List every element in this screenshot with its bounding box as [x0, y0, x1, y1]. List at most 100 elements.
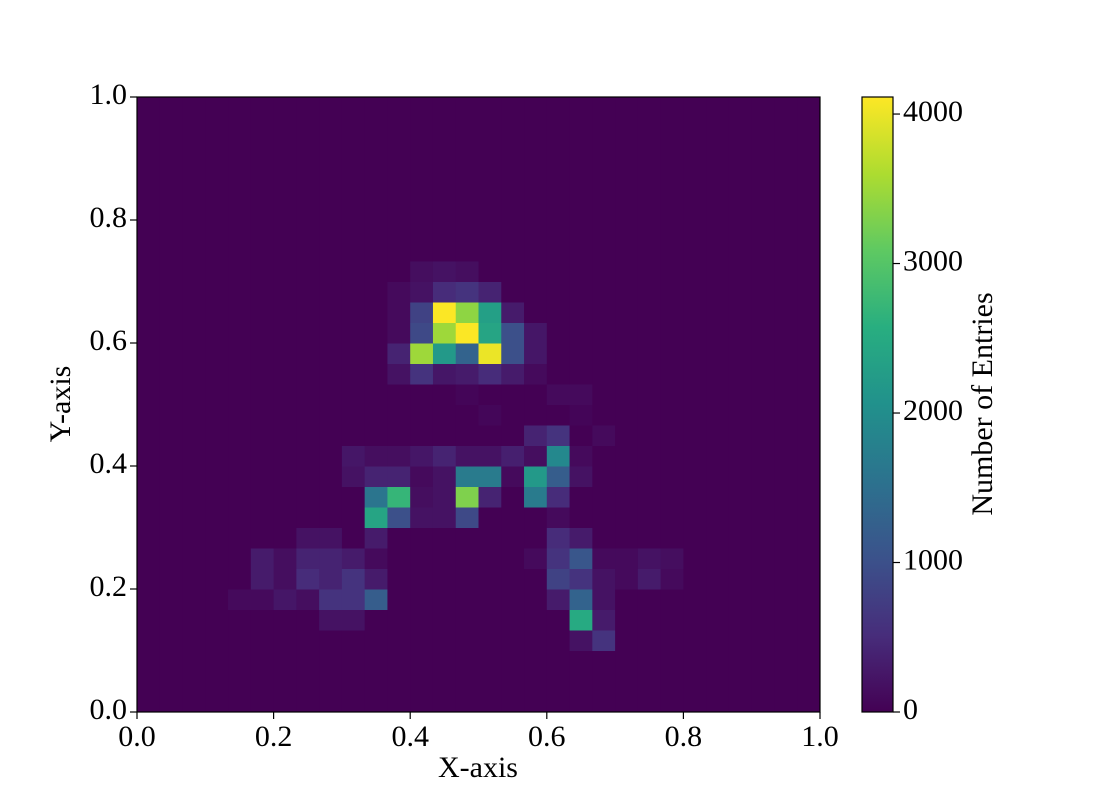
heatmap-cell	[410, 179, 434, 200]
heatmap-cell	[455, 548, 479, 569]
heatmap-cell	[410, 199, 434, 221]
heatmap-cell	[774, 240, 798, 262]
heatmap-cell	[615, 671, 639, 692]
colorbar	[861, 96, 894, 713]
heatmap-cell	[637, 138, 662, 159]
heatmap-cell	[137, 322, 161, 344]
heatmap-cell	[569, 220, 593, 241]
heatmap-cell	[387, 527, 411, 549]
heatmap-cell	[341, 261, 366, 282]
heatmap-cell	[637, 322, 662, 344]
heatmap-cell	[478, 548, 502, 569]
heatmap-cell	[228, 240, 252, 262]
heatmap-cell	[364, 691, 388, 713]
heatmap-cell	[706, 691, 730, 713]
heatmap-cell	[387, 384, 411, 405]
heatmap-cell	[524, 671, 548, 692]
heatmap-cell	[706, 97, 730, 118]
heatmap-cell	[751, 609, 775, 631]
heatmap-cell	[546, 650, 571, 672]
heatmap-cell	[182, 384, 206, 405]
heatmap-cell	[410, 404, 434, 426]
heatmap-cell	[159, 404, 184, 426]
heatmap-cell	[524, 548, 548, 569]
heatmap-cell	[501, 261, 525, 282]
heatmap-cell	[319, 158, 343, 180]
heatmap-cell	[387, 117, 411, 139]
heatmap-cell	[524, 466, 548, 487]
heatmap-cell	[137, 425, 161, 446]
heatmap-cell	[683, 158, 707, 180]
heatmap-cell	[250, 158, 275, 180]
heatmap-cell	[524, 179, 548, 200]
heatmap-cell	[751, 97, 775, 118]
heatmap-cell	[273, 343, 297, 364]
heatmap-cell	[250, 179, 275, 200]
heatmap-cell	[250, 199, 275, 221]
heatmap-cell	[592, 630, 616, 651]
heatmap-cell	[728, 630, 753, 651]
heatmap-cell	[637, 425, 662, 446]
heatmap-cell	[159, 158, 184, 180]
heatmap-cell	[774, 691, 798, 713]
heatmap-cell	[683, 384, 707, 405]
heatmap-cell	[637, 384, 662, 405]
heatmap-cell	[410, 240, 434, 262]
heatmap-cell	[273, 158, 297, 180]
heatmap-cell	[159, 630, 184, 651]
heatmap-cell	[797, 158, 821, 180]
heatmap-cell	[660, 302, 684, 323]
heatmap-cell	[524, 691, 548, 713]
heatmap-cell	[706, 568, 730, 590]
heatmap-cell	[524, 138, 548, 159]
heatmap-cell	[364, 630, 388, 651]
heatmap-cell	[432, 609, 457, 631]
heatmap-cell	[387, 691, 411, 713]
heatmap-cell	[364, 445, 388, 467]
heatmap-cell	[660, 261, 684, 282]
heatmap-cell	[524, 507, 548, 528]
heatmap-cell	[410, 261, 434, 282]
y-tick-label: 0.0	[90, 693, 128, 726]
heatmap-cell	[797, 589, 821, 610]
heatmap-cell	[410, 486, 434, 508]
heatmap-cell	[637, 117, 662, 139]
heatmap-cell	[592, 240, 616, 262]
heatmap-cell	[432, 589, 457, 610]
heatmap-cell	[410, 220, 434, 241]
heatmap-cell	[569, 281, 593, 303]
heatmap-cell	[637, 568, 662, 590]
heatmap-cell	[387, 609, 411, 631]
heatmap-cell	[319, 404, 343, 426]
heatmap-cell	[319, 691, 343, 713]
heatmap-cell	[205, 343, 229, 364]
heatmap-cell	[751, 650, 775, 672]
heatmap-cell	[387, 138, 411, 159]
heatmap-cell	[706, 445, 730, 467]
heatmap-cell	[546, 117, 571, 139]
heatmap-cell	[432, 404, 457, 426]
heatmap-cell	[159, 445, 184, 467]
heatmap-cell	[660, 466, 684, 487]
heatmap-cell	[319, 425, 343, 446]
heatmap-cell	[683, 261, 707, 282]
heatmap-cell	[706, 302, 730, 323]
heatmap-cell	[569, 425, 593, 446]
heatmap-cell	[319, 302, 343, 323]
heatmap-cell	[706, 425, 730, 446]
heatmap-cell	[546, 548, 571, 569]
heatmap-cell	[341, 220, 366, 241]
heatmap-cell	[660, 691, 684, 713]
heatmap-cell	[501, 527, 525, 549]
heatmap-cell	[182, 343, 206, 364]
heatmap-cell	[273, 507, 297, 528]
heatmap-cell	[228, 671, 252, 692]
heatmap-cell	[182, 261, 206, 282]
heatmap-cell	[137, 548, 161, 569]
heatmap-cell	[364, 117, 388, 139]
heatmap-cell	[182, 302, 206, 323]
heatmap-cell	[273, 671, 297, 692]
heatmap-cell	[501, 343, 525, 364]
heatmap-cell	[432, 507, 457, 528]
heatmap-cell	[728, 425, 753, 446]
